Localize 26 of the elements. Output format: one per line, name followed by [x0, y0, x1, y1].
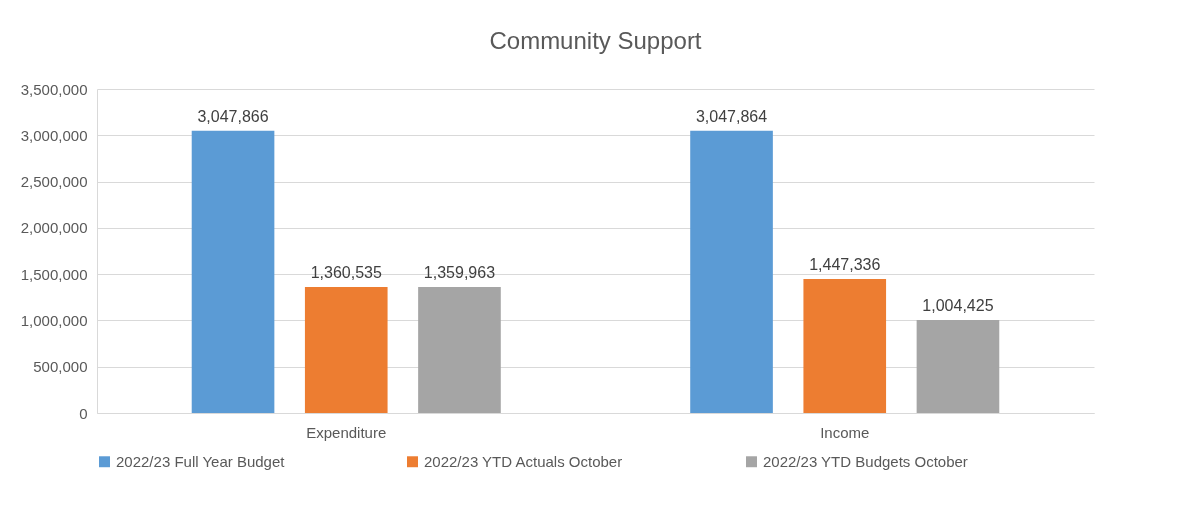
- y-tick-label: 1,000,000: [20, 311, 88, 329]
- data-label: 1,004,425: [922, 297, 994, 315]
- bar: [916, 320, 1000, 413]
- y-tick-label: 0: [79, 404, 88, 422]
- data-label: 1,447,336: [809, 256, 881, 274]
- y-tick-label: 1,500,000: [20, 265, 88, 283]
- y-tick-label: 3,500,000: [20, 80, 88, 98]
- bar: [191, 130, 275, 413]
- y-tick-label: 2,000,000: [20, 219, 88, 237]
- bar: [803, 279, 887, 413]
- y-tick-label: 500,000: [33, 358, 88, 376]
- legend-label: 2022/23 Full Year Budget: [116, 452, 286, 470]
- legend-label: 2022/23 YTD Budgets October: [763, 452, 968, 470]
- bar: [690, 130, 773, 413]
- data-label: 1,359,963: [423, 264, 496, 282]
- bar: [304, 287, 388, 413]
- data-label: 1,360,535: [310, 264, 382, 282]
- x-tick-label: Income: [820, 423, 870, 441]
- x-tick-label: Expenditure: [306, 423, 387, 441]
- y-tick-label: 3,000,000: [20, 126, 88, 144]
- data-label: 3,047,866: [197, 107, 269, 125]
- y-tick-label: 2,500,000: [20, 173, 88, 191]
- chart-title: Community Support: [489, 27, 702, 54]
- data-label: 3,047,864: [695, 107, 768, 125]
- legend-label: 2022/23 YTD Actuals October: [424, 452, 623, 470]
- bar: [418, 287, 501, 413]
